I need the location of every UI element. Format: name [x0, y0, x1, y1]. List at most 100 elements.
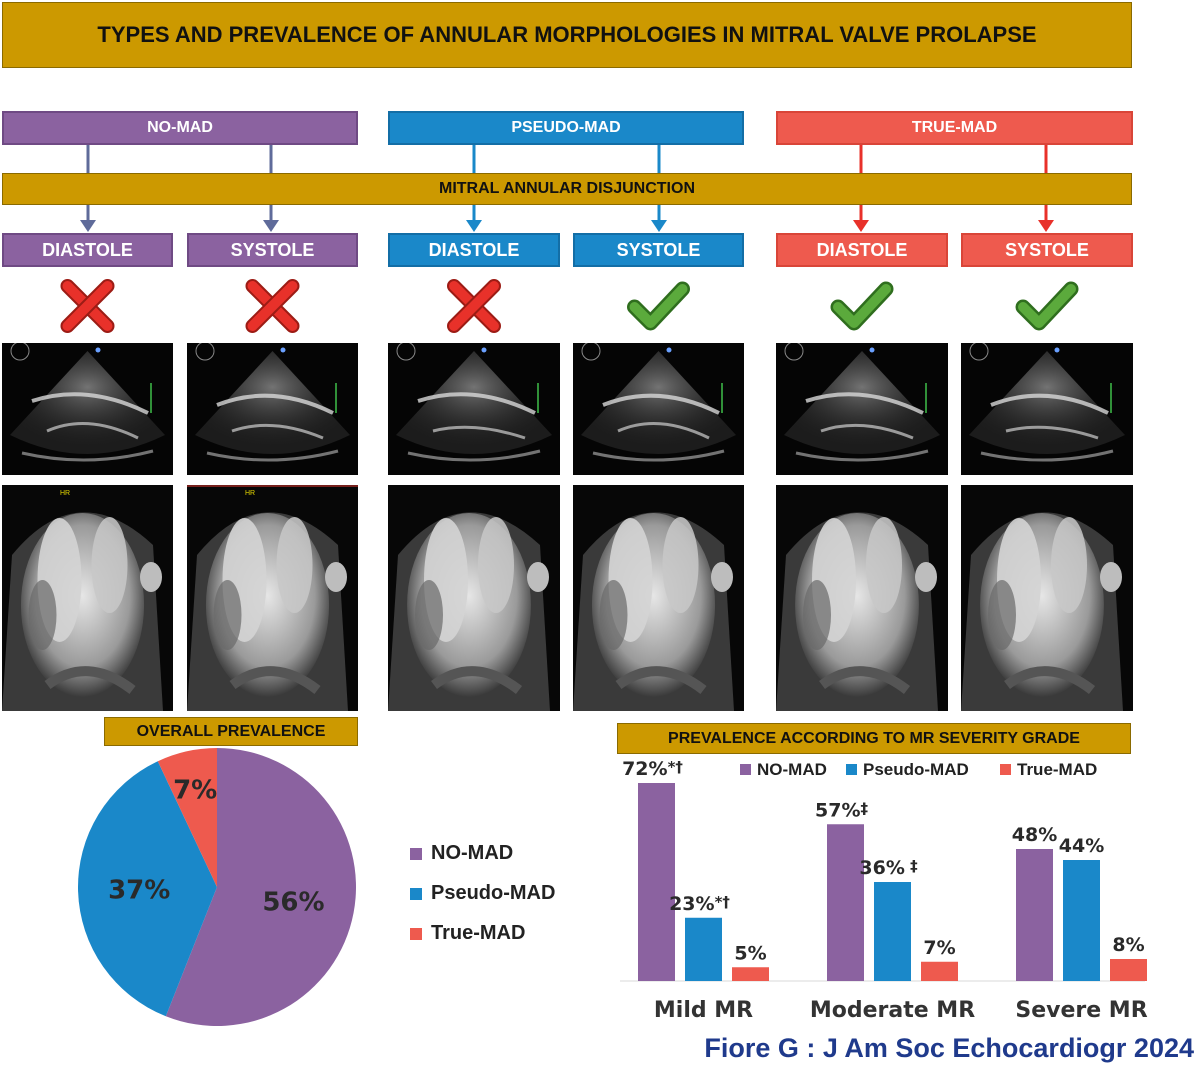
- arrow-head-icon: [1038, 220, 1054, 232]
- overall-prevalence-heading: OVERALL PREVALENCE: [136, 722, 326, 740]
- phase-label: SYSTOLE: [230, 239, 315, 260]
- phase-label: SYSTOLE: [1005, 239, 1089, 260]
- echo-image: [2, 343, 173, 475]
- pie-slice-label: 56%: [262, 888, 324, 918]
- bar: [732, 967, 769, 981]
- main-title: TYPES AND PREVALENCE OF ANNULAR MORPHOLO…: [97, 22, 1037, 47]
- phase-box-pseudo-mad-systole: SYSTOLE: [573, 233, 744, 267]
- bar-value-label: 44%: [1059, 835, 1104, 857]
- phase-box-pseudo-mad-diastole: DIASTOLE: [388, 233, 560, 267]
- bar-category-label: Mild MR: [654, 998, 753, 1023]
- bar-legend-swatch: [1000, 764, 1011, 775]
- mri-image: [961, 485, 1133, 711]
- pie-slice: [78, 761, 217, 1017]
- cross-icon: [447, 279, 501, 333]
- phase-box-no-mad-systole: SYSTOLE: [187, 233, 358, 267]
- severity-heading: PREVALENCE ACCORDING TO MR SEVERITY GRAD…: [668, 729, 1080, 747]
- pie-legend: NO-MAD Pseudo-MAD True-MAD: [410, 842, 555, 945]
- arrow-head-icon: [466, 220, 482, 232]
- bar: [921, 961, 958, 981]
- group-header-true-mad: TRUE-MAD: [776, 111, 1133, 145]
- bar: [874, 882, 911, 981]
- phase-label: SYSTOLE: [616, 239, 701, 260]
- bar: [685, 917, 722, 981]
- arrow-head-icon: [263, 220, 279, 232]
- bar: [638, 783, 675, 981]
- bar: [1063, 860, 1100, 981]
- arrow-head-icon: [853, 220, 869, 232]
- group-label: NO-MAD: [147, 119, 213, 136]
- bar-legend-swatch: [740, 764, 751, 775]
- pie-legend-item: NO-MAD: [410, 842, 555, 865]
- bar-value-label: 23%*†: [669, 893, 730, 915]
- pie-slice-label: 37%: [108, 875, 170, 905]
- mri-marker-label: HR: [60, 490, 70, 497]
- legend-label: Pseudo-MAD: [431, 882, 556, 904]
- bar-value-label: 72%*†: [622, 758, 683, 780]
- echo-image: [776, 343, 948, 475]
- cross-icon: [245, 279, 300, 333]
- arrow-head-icon: [651, 220, 667, 232]
- group-label: PSEUDO-MAD: [511, 119, 621, 136]
- phase-label: DIASTOLE: [816, 239, 908, 260]
- pie-slice: [157, 748, 217, 887]
- mri-image: HR: [187, 485, 358, 711]
- mad-presence-marks: [60, 279, 1079, 333]
- overall-pie-chart: 56% 37% 7%: [78, 748, 357, 1026]
- pie-slice-label: 7%: [173, 775, 217, 805]
- pie-legend-item: True-MAD: [410, 922, 555, 945]
- arrow-head-icon: [80, 220, 96, 232]
- phase-label: DIASTOLE: [428, 239, 520, 260]
- echo-image: [388, 343, 560, 475]
- mri-image: [573, 485, 744, 711]
- bar-value-label: 8%: [1112, 934, 1144, 956]
- bar-legend-label: Pseudo-MAD: [863, 760, 969, 779]
- legend-swatch: [410, 847, 422, 860]
- mad-banner: MITRAL ANNULAR DISJUNCTION: [2, 173, 1132, 205]
- legend-label: True-MAD: [431, 922, 526, 944]
- bar-value-label: 36% ‡: [859, 857, 918, 879]
- echo-image: [187, 343, 358, 475]
- bar-legend-label: NO-MAD: [757, 760, 827, 779]
- bar-category-label: Moderate MR: [810, 998, 975, 1023]
- pie-legend-item: Pseudo-MAD: [410, 882, 555, 905]
- check-icon: [627, 281, 690, 331]
- phase-box-true-mad-diastole: DIASTOLE: [776, 233, 948, 267]
- group-header-no-mad: NO-MAD: [2, 111, 358, 145]
- mri-image: [776, 485, 948, 711]
- group-header-pseudo-mad: PSEUDO-MAD: [388, 111, 744, 145]
- bar: [827, 824, 864, 981]
- bar: [1110, 959, 1147, 981]
- legend-label: NO-MAD: [431, 842, 514, 864]
- severity-bar-chart: NO-MAD Pseudo-MAD True-MAD 72%*† 23%*† 5% Mild…: [620, 758, 1148, 1023]
- echo-image: [961, 343, 1133, 475]
- check-icon: [1015, 281, 1079, 331]
- phase-label: DIASTOLE: [42, 239, 133, 260]
- bar-legend-label: True-MAD: [1017, 760, 1097, 779]
- bar-value-label: 57%‡: [815, 799, 868, 821]
- overall-prevalence-banner: OVERALL PREVALENCE: [104, 717, 358, 746]
- mri-images: HR HR: [2, 485, 1133, 711]
- bar-category-label: Severe MR: [1015, 998, 1147, 1023]
- legend-swatch: [410, 887, 422, 900]
- main-title-banner: TYPES AND PREVALENCE OF ANNULAR MORPHOLO…: [2, 2, 1132, 68]
- group-label: TRUE-MAD: [911, 119, 998, 136]
- phase-box-true-mad-systole: SYSTOLE: [961, 233, 1133, 267]
- connector-arrows: [80, 145, 1054, 232]
- mri-image: HR: [2, 485, 173, 711]
- citation: Fiore G : J Am Soc Echocardiogr 2024: [704, 1033, 1194, 1064]
- bar: [1016, 849, 1053, 981]
- mri-image: [388, 485, 560, 711]
- pie-slice: [165, 748, 357, 1026]
- check-icon: [830, 281, 894, 331]
- citation-text: Fiore G : J Am Soc Echocardiogr 2024: [704, 1033, 1194, 1063]
- echo-image: [573, 343, 744, 475]
- mri-marker-label: HR: [245, 490, 255, 497]
- severity-banner: PREVALENCE ACCORDING TO MR SEVERITY GRAD…: [617, 723, 1131, 754]
- phase-box-no-mad-diastole: DIASTOLE: [2, 233, 173, 267]
- bar-value-label: 5%: [734, 942, 766, 964]
- bar-value-label: 7%: [923, 937, 955, 959]
- bar-legend-swatch: [846, 764, 857, 775]
- cross-icon: [60, 279, 115, 333]
- mad-label: MITRAL ANNULAR DISJUNCTION: [439, 180, 695, 197]
